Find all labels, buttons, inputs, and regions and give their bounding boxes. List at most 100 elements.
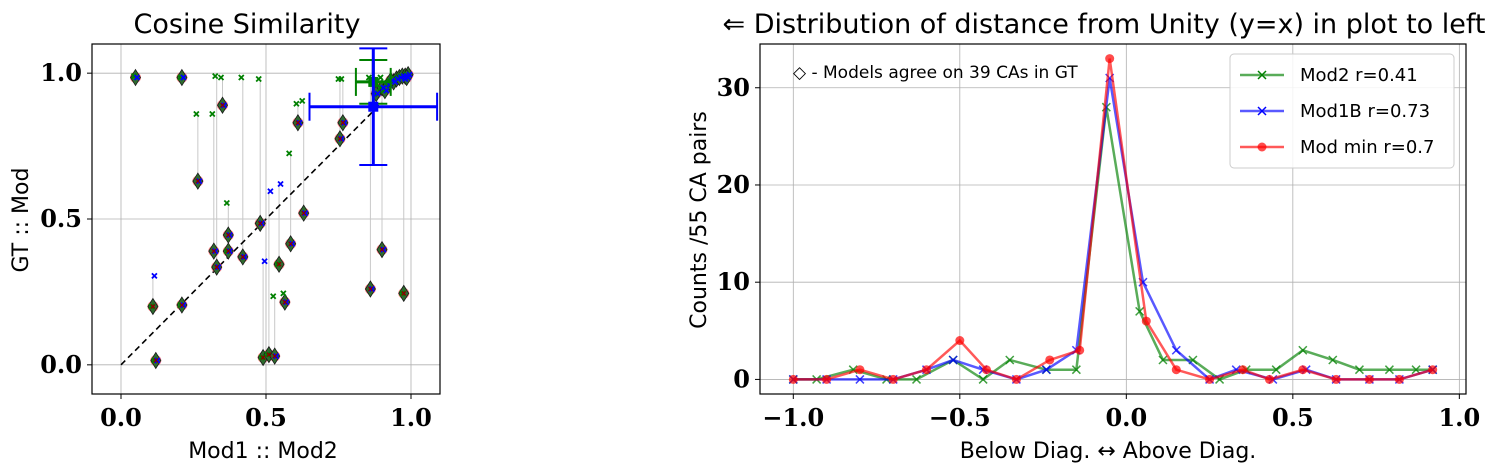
- series-point: [1105, 54, 1115, 64]
- point-mod1b-x: [273, 352, 280, 360]
- error-bar-center: [368, 101, 379, 112]
- point-min-x: [195, 178, 201, 184]
- point-mod1b-x: [374, 90, 381, 97]
- point-mod1b-x: [302, 210, 309, 217]
- legend-label: Mod1B r=0.73: [1300, 101, 1430, 122]
- error-bar: [308, 47, 439, 167]
- series-point: [1394, 374, 1404, 384]
- right-chart-frame: [759, 43, 1467, 395]
- series-point: [1141, 316, 1151, 326]
- right-chart-plot-area: [788, 54, 1438, 384]
- legend-label: Mod min r=0.7: [1300, 137, 1434, 158]
- left-chart-plot-area: [120, 47, 439, 370]
- left-chart-title: Cosine Similarity: [134, 9, 361, 40]
- y-tick-label: 10: [717, 267, 750, 296]
- point-mod1b-x: [289, 240, 296, 247]
- legend-label: Mod2 r=0.41: [1300, 65, 1418, 86]
- point-mod2-x: [209, 110, 216, 118]
- point-mod2-x: [377, 74, 384, 81]
- series-point: [1271, 365, 1281, 375]
- series-point: [1011, 374, 1021, 384]
- point-mod1b-x: [212, 247, 219, 255]
- series-point: [1298, 345, 1308, 355]
- left-chart-ylabel: GT :: Mod: [9, 168, 34, 273]
- series-point: [1238, 365, 1248, 375]
- point-mod1b-x: [180, 301, 187, 309]
- series-point: [1075, 345, 1085, 355]
- series-point: [1354, 365, 1364, 375]
- y-tick-label: 30: [717, 73, 750, 102]
- right-chart-xlabel: Below Diag. ↔ Above Diag.: [960, 439, 1257, 463]
- point-mod1b-x: [341, 119, 348, 126]
- point-mod2-x: [255, 75, 262, 83]
- point-min-x: [214, 264, 220, 270]
- point-mod2-x: [258, 354, 265, 361]
- point-mod1b-x: [261, 258, 268, 265]
- point-mod1b-x: [380, 246, 387, 253]
- point-mod1b-x: [338, 135, 345, 142]
- y-tick-label: 1.0: [40, 58, 82, 87]
- point-mod1b-x: [296, 119, 303, 126]
- x-tick-label: 0.5: [1272, 403, 1314, 432]
- point-min-x: [288, 241, 294, 247]
- point-mod1b-x: [383, 87, 390, 94]
- right-chart-annotation: ◇ - Models agree on 39 CAs in GT: [793, 63, 1078, 83]
- x-tick-label: 0.5: [245, 403, 287, 432]
- point-min-x: [150, 304, 156, 309]
- point-mod1b-x: [241, 253, 248, 261]
- legend-marker: [1257, 142, 1267, 152]
- x-tick-label: −0.5: [929, 403, 991, 432]
- series-point: [948, 355, 958, 365]
- point-min-x: [266, 352, 272, 358]
- series-point: [822, 374, 832, 384]
- right-chart-ticks: −1.0 −0.5 0.0 0.5 1.0 0 10 20 30: [717, 73, 1481, 432]
- point-mod2-x: [212, 72, 219, 80]
- point-mod1b-x: [196, 177, 203, 185]
- y-tick-label: 20: [717, 170, 750, 199]
- series-point: [855, 365, 865, 375]
- point-min-x: [301, 210, 307, 216]
- point-min-x: [272, 353, 278, 359]
- series-point: [1364, 374, 1374, 384]
- series-point: [955, 336, 965, 346]
- point-mod2-x: [264, 351, 271, 358]
- series-point: [888, 374, 898, 384]
- series-point: [1041, 365, 1051, 375]
- point-mod2-x: [193, 110, 200, 118]
- point-min-x: [260, 355, 266, 361]
- point-mod2-x: [399, 290, 406, 297]
- point-min-x: [220, 102, 225, 108]
- point-mod1b-x: [267, 188, 274, 195]
- right-chart-legend: Mod2 r=0.41 Mod1B r=0.73 Mod min r=0.7: [1229, 53, 1455, 169]
- series-point: [922, 365, 932, 375]
- series-point: [1265, 374, 1275, 384]
- y-tick-label: 0: [733, 364, 750, 393]
- x-tick-label: −1.0: [762, 403, 824, 432]
- series-point: [1045, 355, 1055, 365]
- point-min-x: [337, 136, 343, 142]
- point-mod2-x: [148, 303, 155, 310]
- point-mod2-x: [223, 199, 230, 207]
- series-point: [1384, 365, 1394, 375]
- point-mod1b-x: [220, 102, 228, 109]
- right-chart-ylabel: Counts /55 CA pairs: [687, 111, 712, 329]
- y-tick-label: 0.5: [40, 204, 82, 233]
- point-mod2-x: [299, 97, 306, 105]
- legend-marker: [1257, 106, 1267, 116]
- left-chart-xlabel: Mod1 :: Mod2: [188, 439, 338, 463]
- series-point: [1328, 355, 1338, 365]
- legend-marker: [1257, 70, 1267, 80]
- series-point: [788, 374, 798, 384]
- point-mod2-x: [217, 74, 225, 81]
- x-tick-label: 1.0: [1438, 403, 1480, 432]
- point-mod1b-x: [151, 272, 158, 280]
- point-mod1b-x: [405, 74, 412, 81]
- series-point: [855, 374, 865, 384]
- point-min-x: [282, 299, 288, 305]
- point-mod1b-x: [226, 247, 233, 255]
- point-min-x: [367, 286, 373, 292]
- point-mod1b-x: [258, 220, 265, 227]
- series-point: [1428, 365, 1438, 375]
- series-point: [1005, 355, 1015, 365]
